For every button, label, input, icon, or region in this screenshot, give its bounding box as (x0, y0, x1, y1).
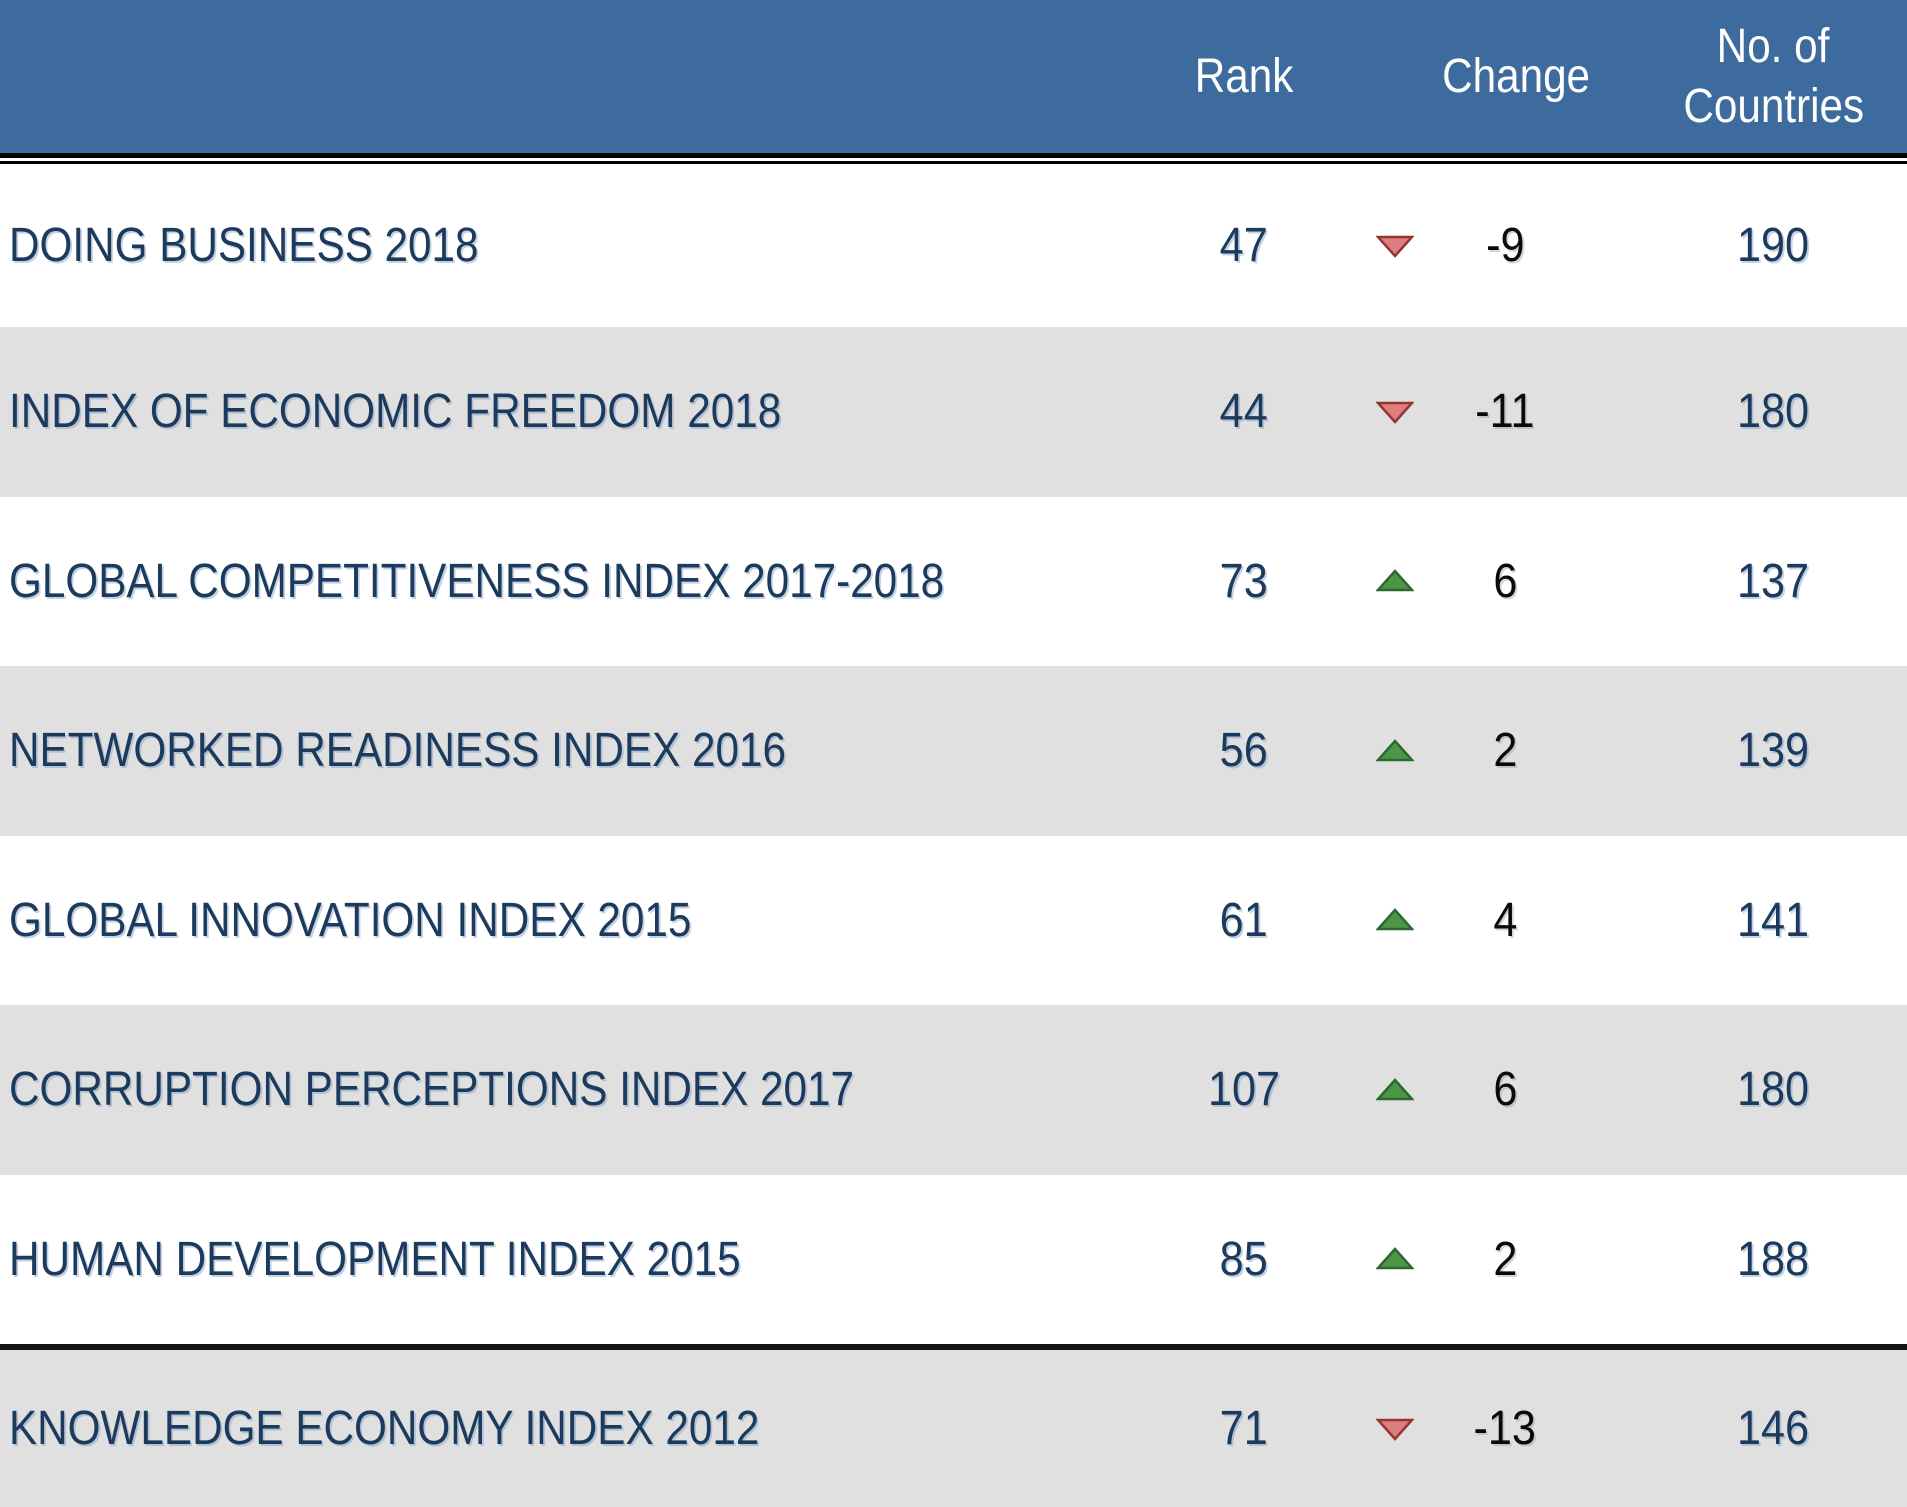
index-name: INDEX OF ECONOMIC FREEDOM 2018 (9, 385, 782, 439)
table-row: INDEX OF ECONOMIC FREEDOM 2018 44 -11 18… (0, 327, 1907, 497)
rank-value: 107 (1207, 1063, 1281, 1117)
index-name: HUMAN DEVELOPMENT INDEX 2015 (9, 1232, 741, 1286)
table-row: DOING BUSINESS 2018 47 -9 190 (0, 164, 1907, 327)
index-name: KNOWLEDGE ECONOMY INDEX 2012 (9, 1402, 760, 1455)
change-direction-icon (1358, 569, 1432, 593)
rank-value: 85 (1219, 1232, 1269, 1286)
change-value: 4 (1492, 893, 1518, 947)
header-change-label: Change (1442, 49, 1591, 103)
down-triangle-icon (1376, 1418, 1414, 1441)
rank-value: 44 (1219, 385, 1269, 439)
table-row: KNOWLEDGE ECONOMY INDEX 2012 71 -13 146 (0, 1350, 1907, 1507)
index-name: NETWORKED READINESS INDEX 2016 (9, 724, 786, 778)
countries-value: 137 (1737, 554, 1810, 608)
pre-footer-rule (0, 1344, 1907, 1350)
change-value: 6 (1492, 554, 1518, 608)
up-triangle-icon (1376, 738, 1414, 761)
change-direction-icon (1358, 1247, 1432, 1271)
change-direction-icon (1358, 400, 1432, 424)
rank-value: 61 (1219, 893, 1269, 947)
header-double-rule (0, 153, 1907, 164)
table-row: HUMAN DEVELOPMENT INDEX 2015 85 2 188 (0, 1174, 1907, 1344)
countries-value: 188 (1737, 1232, 1810, 1286)
index-name: GLOBAL INNOVATION INDEX 2015 (9, 893, 692, 947)
table-header-row: Rank Change No. of Countries (0, 0, 1907, 153)
rank-value: 47 (1219, 219, 1269, 272)
index-name: CORRUPTION PERCEPTIONS INDEX 2017 (9, 1063, 854, 1117)
rank-value: 73 (1219, 554, 1269, 608)
up-triangle-icon (1376, 908, 1414, 931)
change-direction-icon (1358, 1417, 1432, 1441)
up-triangle-icon (1376, 1247, 1414, 1270)
table-row: CORRUPTION PERCEPTIONS INDEX 2017 107 6 … (0, 1005, 1907, 1175)
rank-value: 71 (1219, 1402, 1269, 1455)
countries-value: 190 (1737, 219, 1810, 272)
down-triangle-icon (1376, 401, 1414, 424)
up-triangle-icon (1376, 1077, 1414, 1100)
change-value: 2 (1492, 724, 1518, 778)
table-row: GLOBAL INNOVATION INDEX 2015 61 4 141 (0, 835, 1907, 1005)
change-value: 6 (1492, 1063, 1518, 1117)
countries-value: 139 (1737, 724, 1810, 778)
table-row: GLOBAL COMPETITIVENESS INDEX 2017-2018 7… (0, 496, 1907, 666)
header-countries-line1: No. of (1717, 19, 1830, 73)
down-triangle-icon (1376, 235, 1414, 258)
change-value: -11 (1475, 385, 1535, 439)
header-cell-change: Change (1432, 47, 1590, 107)
change-direction-icon (1358, 1077, 1432, 1102)
header-rank-label: Rank (1194, 49, 1294, 103)
countries-value: 180 (1737, 1063, 1810, 1117)
countries-value: 146 (1737, 1402, 1810, 1455)
change-direction-icon (1358, 908, 1432, 932)
change-value: 2 (1492, 1232, 1518, 1286)
index-name: GLOBAL COMPETITIVENESS INDEX 2017-2018 (9, 554, 945, 608)
change-value: -13 (1473, 1402, 1537, 1455)
change-value: -9 (1485, 219, 1525, 272)
rank-value: 56 (1219, 724, 1269, 778)
table-row: NETWORKED READINESS INDEX 2016 56 2 139 (0, 666, 1907, 836)
header-cell-rank: Rank (1130, 47, 1358, 107)
countries-value: 141 (1737, 893, 1810, 947)
countries-value: 180 (1737, 385, 1810, 439)
index-name: DOING BUSINESS 2018 (9, 219, 479, 272)
header-countries-line2: Countries (1683, 79, 1864, 133)
header-cell-countries: No. of Countries (1578, 17, 1907, 137)
change-direction-icon (1358, 234, 1432, 258)
up-triangle-icon (1376, 569, 1414, 592)
change-direction-icon (1358, 738, 1432, 763)
